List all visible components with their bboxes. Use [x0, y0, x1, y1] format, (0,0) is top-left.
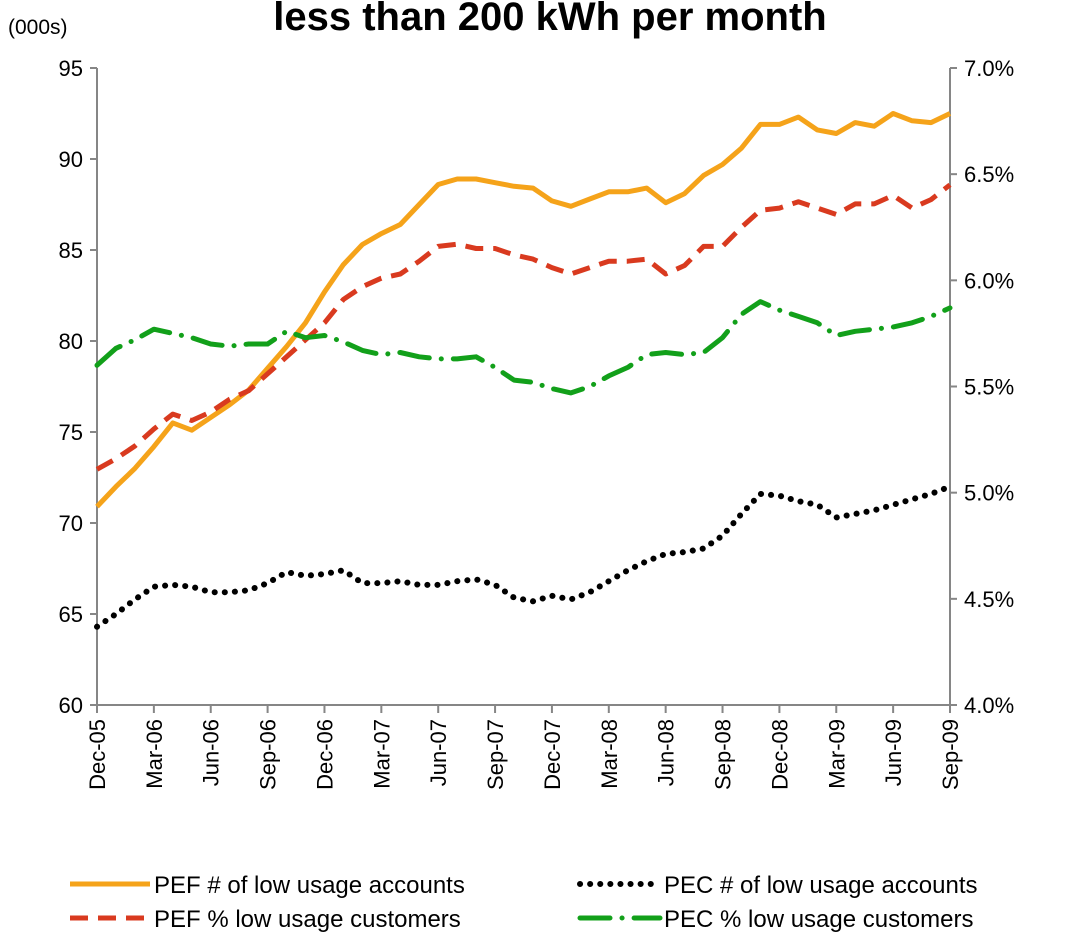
x-tick-label: Jun-06	[199, 719, 224, 786]
y2-tick-label: 5.0%	[964, 481, 1014, 506]
y-tick-label: 80	[59, 329, 83, 354]
x-tick-label: Jun-07	[426, 719, 451, 786]
series-line	[95, 111, 952, 509]
x-tick-label: Mar-07	[369, 719, 394, 789]
y-tick-label: 65	[59, 602, 83, 627]
y2-tick-label: 4.0%	[964, 693, 1014, 718]
x-tick-label: Dec-05	[85, 719, 110, 790]
legend-label: PEC % low usage customers	[664, 906, 973, 933]
y2-tick-label: 6.5%	[964, 162, 1014, 187]
legend-label: PEF % low usage customers	[154, 906, 461, 933]
y2-tick-label: 6.0%	[964, 268, 1014, 293]
x-tick-label: Jun-09	[881, 719, 906, 786]
x-tick-label: Jun-08	[654, 719, 679, 786]
y2-tick-label: 7.0%	[964, 56, 1014, 81]
y-axis-label: (000s)	[8, 16, 68, 39]
series-line	[94, 299, 953, 396]
x-tick-label: Mar-08	[597, 719, 622, 789]
x-tick-label: Mar-09	[824, 719, 849, 789]
x-tick-label: Dec-06	[312, 719, 337, 790]
series-line	[94, 483, 953, 630]
y-tick-label: 75	[59, 420, 83, 445]
chart-title: less than 200 kWh per month	[273, 0, 826, 39]
x-tick-label: Dec-07	[540, 719, 565, 790]
x-tick-label: Mar-06	[142, 719, 167, 789]
legend-label: PEF # of low usage accounts	[154, 872, 465, 899]
y-tick-label: 90	[59, 147, 83, 172]
x-tick-label: Sep-07	[483, 719, 508, 790]
x-tick-label: Dec-08	[767, 719, 792, 790]
series-line	[95, 182, 952, 472]
x-tick-label: Sep-06	[256, 719, 281, 790]
x-tick-label: Sep-08	[711, 719, 736, 790]
y-tick-label: 95	[59, 56, 83, 81]
y-tick-label: 60	[59, 693, 83, 718]
y2-tick-label: 5.5%	[964, 375, 1014, 400]
y-tick-label: 85	[59, 238, 83, 263]
legend-label: PEC # of low usage accounts	[664, 872, 978, 899]
x-tick-label: Sep-09	[938, 719, 963, 790]
y2-tick-label: 4.5%	[964, 587, 1014, 612]
y-tick-label: 70	[59, 511, 83, 536]
